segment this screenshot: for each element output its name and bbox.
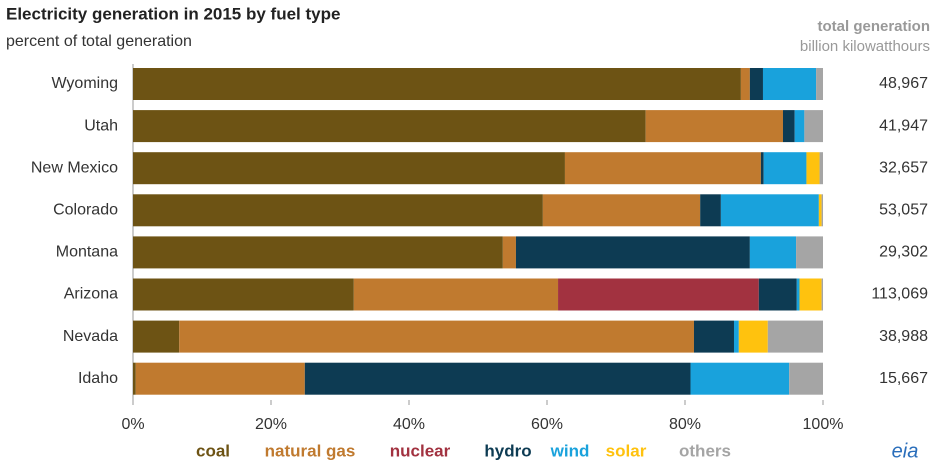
bar-segment (794, 110, 805, 143)
legend-label: hydro (484, 441, 531, 460)
x-tick-label: 80% (669, 416, 701, 433)
bar-segment (821, 194, 823, 227)
y-tick-label: Idaho (78, 370, 118, 387)
bar-segment (133, 320, 180, 353)
total-label: 15,667 (879, 370, 928, 387)
total-label: 113,069 (871, 286, 928, 303)
bar-segment (135, 362, 305, 395)
x-tick-label: 100% (803, 416, 844, 433)
bar-segment (763, 152, 807, 185)
total-label: 48,967 (879, 75, 928, 92)
logo: eia (892, 440, 919, 462)
totals-unit: billion kilowatthours (800, 38, 930, 55)
bar-segment (804, 110, 823, 143)
total-label: 53,057 (879, 202, 928, 219)
y-tick-label: Nevada (63, 328, 118, 345)
bar-segment (133, 362, 136, 395)
total-label: 29,302 (879, 244, 928, 261)
bar-segment (789, 362, 823, 395)
legend-label: coal (196, 441, 230, 460)
bar-segment (758, 278, 797, 311)
bar-segment (740, 68, 750, 100)
bar-segment (502, 236, 516, 269)
y-tick-label: Colorado (53, 202, 118, 219)
x-tick-label: 40% (393, 416, 425, 433)
bar-segment (558, 278, 759, 311)
bar-segment (818, 194, 822, 227)
bar-segment (133, 278, 354, 311)
x-tick-label: 20% (255, 416, 287, 433)
y-tick-label: Wyoming (51, 75, 118, 92)
y-tick-label: Utah (84, 117, 118, 134)
legend-label: solar (606, 441, 647, 460)
bar-segment (782, 110, 795, 143)
legend-label: natural gas (265, 441, 356, 460)
bar-segment (738, 320, 768, 353)
total-label: 41,947 (879, 117, 928, 134)
bar-segment (645, 110, 783, 143)
bar-segment (564, 152, 761, 185)
bar-segment (515, 236, 750, 269)
bar-segment (806, 152, 820, 185)
total-label: 32,657 (879, 159, 928, 176)
bar-segment (133, 68, 741, 100)
bar-segment (760, 152, 764, 185)
bar-segment (749, 236, 797, 269)
y-tick-label: Arizona (64, 286, 118, 303)
bar-segment (700, 194, 721, 227)
bar-segment (816, 68, 823, 100)
bar-segment (133, 110, 646, 143)
bar-segment (304, 362, 691, 395)
x-tick-label: 0% (121, 416, 144, 433)
legend-label: wind (550, 441, 590, 460)
bar-segment (179, 320, 694, 353)
bar-segment (796, 278, 800, 311)
chart-subtitle: percent of total generation (6, 33, 192, 50)
bar-segment (767, 320, 823, 353)
bar-segment (693, 320, 734, 353)
bar-segment (796, 236, 823, 269)
legend-label: others (679, 441, 731, 460)
bar-segment (133, 152, 565, 185)
bar-segment (133, 194, 543, 227)
bar-segment (542, 194, 701, 227)
y-tick-label: Montana (56, 244, 118, 261)
bar-segment (690, 362, 790, 395)
bar-segment (749, 68, 763, 100)
y-tick-label: New Mexico (31, 159, 118, 176)
bar-segment (819, 152, 823, 185)
bar-segment (762, 68, 817, 100)
x-tick-label: 60% (531, 416, 563, 433)
bar-segment (799, 278, 822, 311)
bar-segment (821, 278, 823, 311)
bar-segment (353, 278, 559, 311)
bar-segment (133, 236, 503, 269)
bar-segment (720, 194, 819, 227)
chart-title: Electricity generation in 2015 by fuel t… (6, 4, 340, 23)
bar-segment (733, 320, 739, 353)
total-label: 38,988 (879, 328, 928, 345)
totals-title: total generation (817, 18, 930, 35)
legend-label: nuclear (390, 441, 451, 460)
